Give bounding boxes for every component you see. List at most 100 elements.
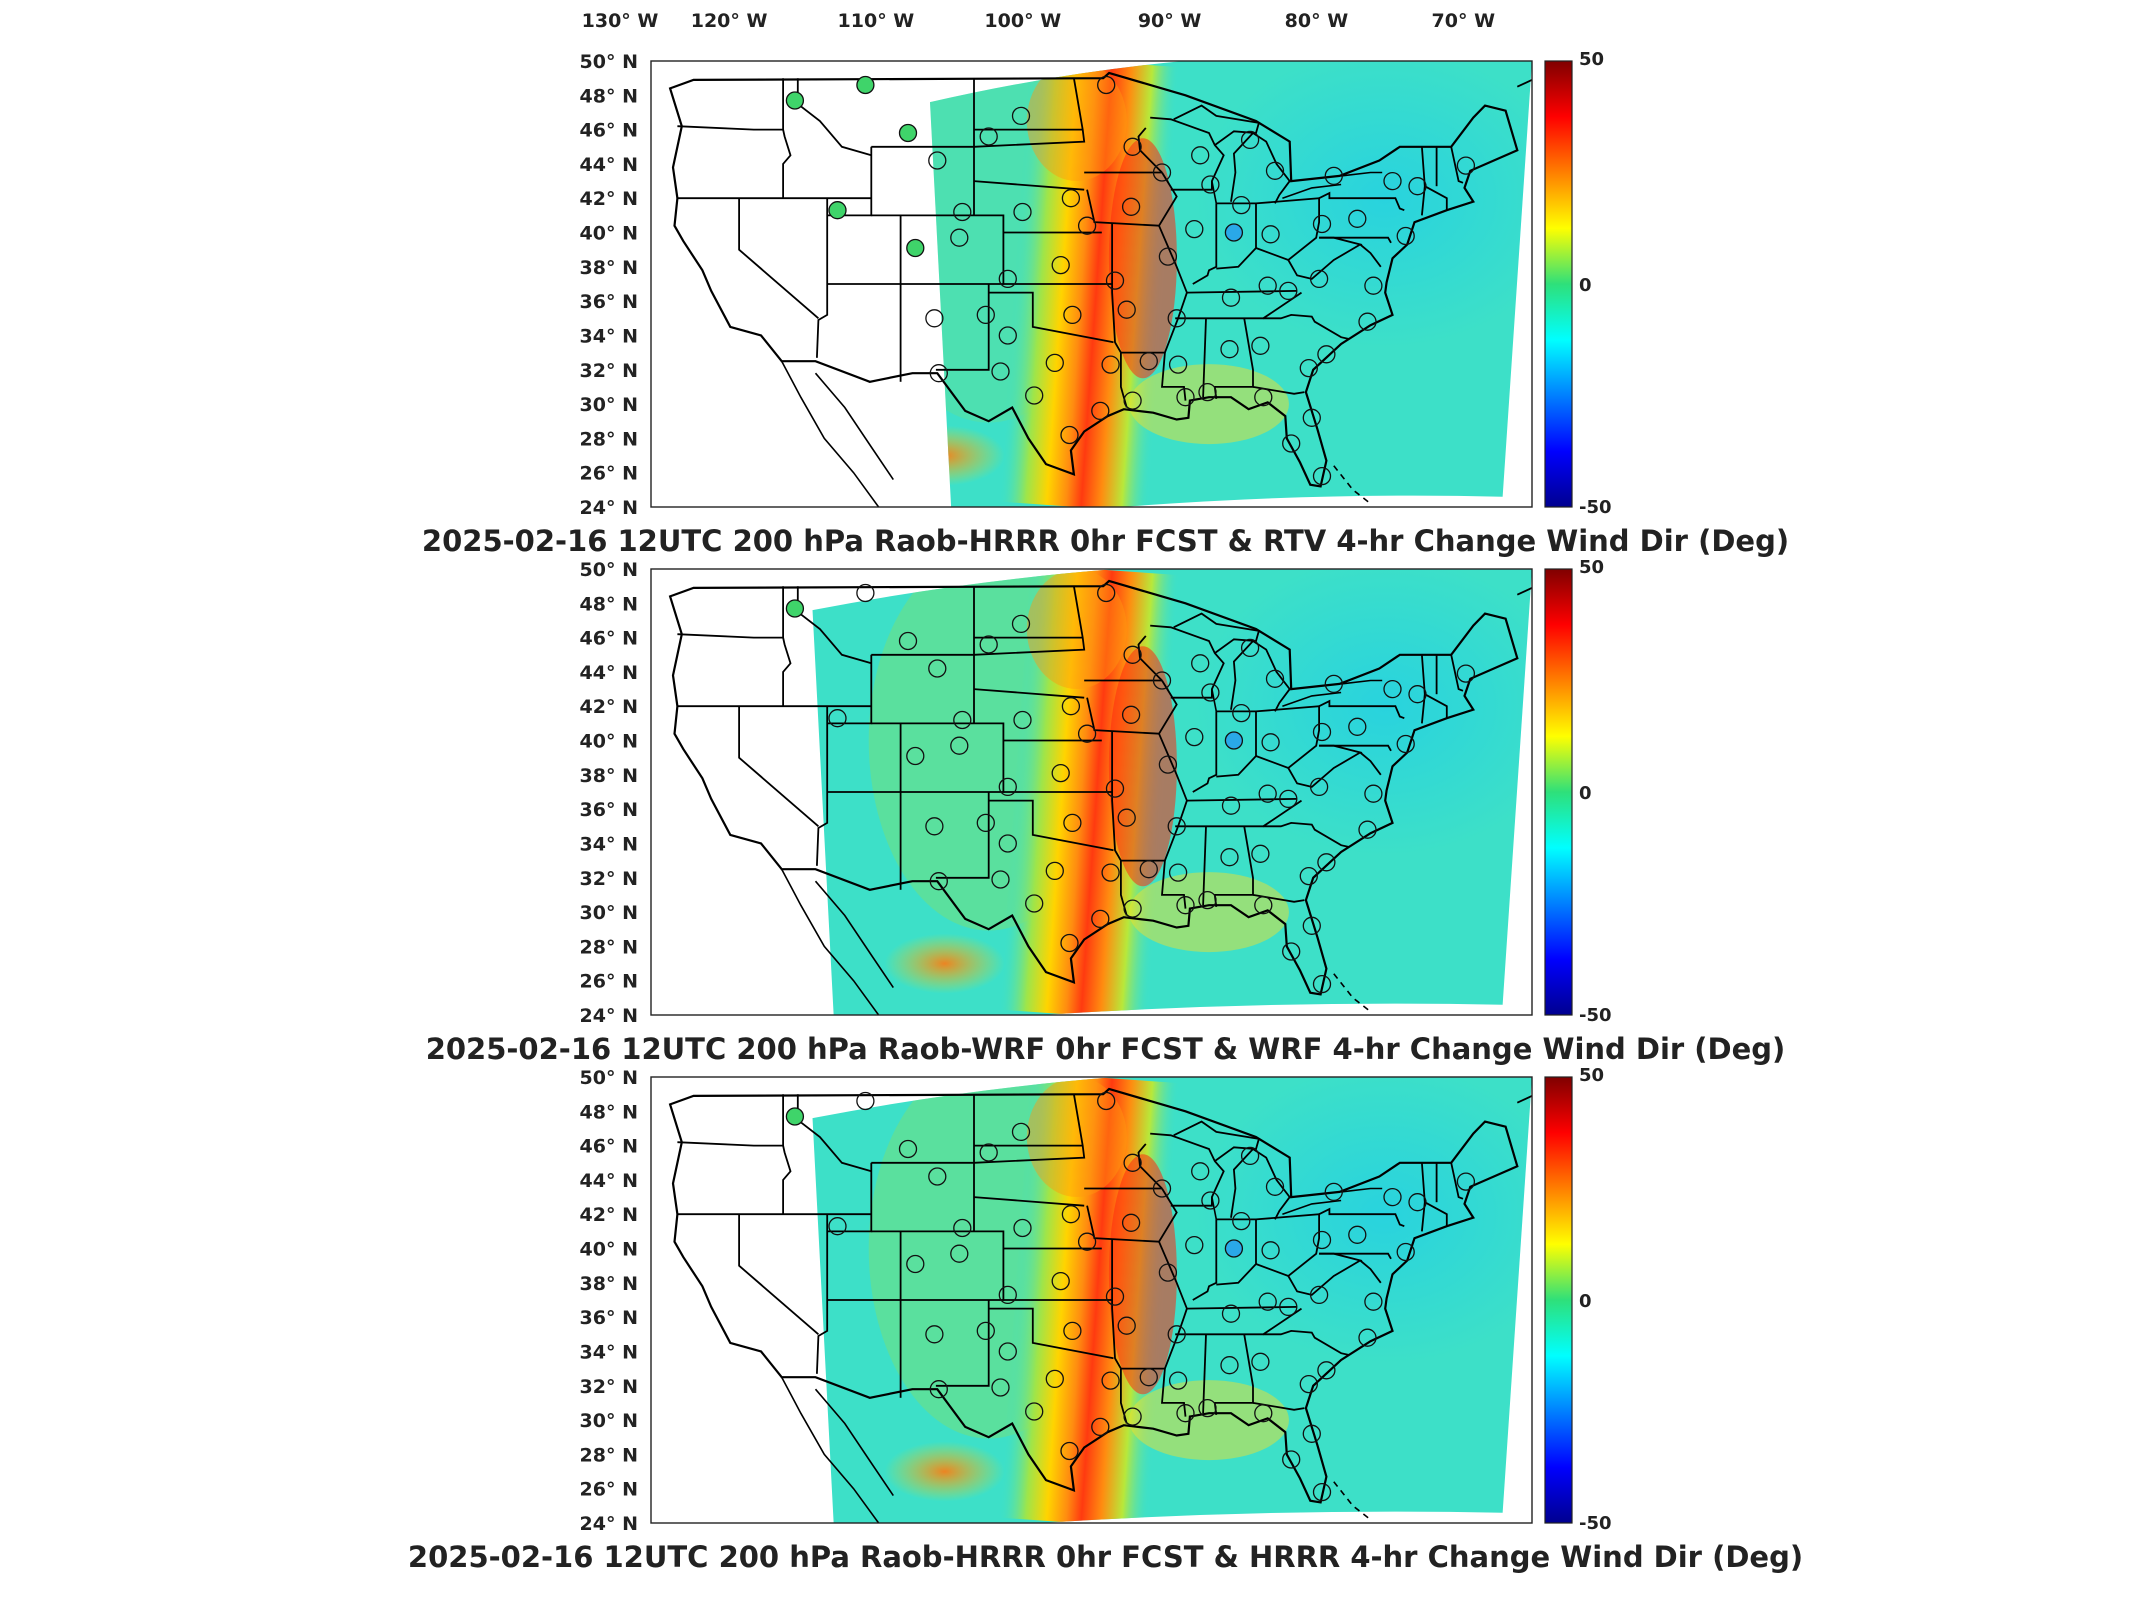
latitude-tick-label: 30° N [580, 902, 638, 924]
latitude-tick-label: 40° N [580, 1239, 638, 1261]
raob-station-marker [1279, 1297, 1298, 1317]
state-line [1318, 191, 1405, 212]
state-line [1450, 654, 1464, 692]
state-line [973, 180, 1085, 191]
raob-station-marker [1152, 163, 1172, 182]
raob-station-marker [1060, 425, 1079, 445]
raob-station-marker [1302, 1424, 1321, 1443]
raob-station-marker [991, 1378, 1010, 1397]
state-line [1175, 1307, 1303, 1336]
raob-station-marker [1025, 386, 1044, 405]
longitude-tick-label: 110° W [838, 10, 915, 32]
raob-station-marker [1221, 1304, 1241, 1323]
raob-station-marker [979, 1143, 998, 1162]
raob-station-marker [1176, 896, 1195, 915]
raob-station-marker [856, 75, 875, 95]
state-line [677, 125, 784, 131]
raob-station-marker [1045, 861, 1064, 881]
latitude-tick-label: 46° N [580, 120, 638, 142]
state-line [1255, 1213, 1320, 1278]
state-line [988, 291, 1114, 344]
latitude-tick-label: 50° N [580, 559, 638, 581]
raob-station-marker [1191, 654, 1210, 673]
raob-station-marker [1201, 175, 1220, 194]
raob-station-marker [1025, 894, 1044, 913]
state-line [1255, 705, 1320, 770]
raob-station-marker [925, 817, 944, 836]
state-line [738, 1214, 819, 1335]
raob-station-marker [1348, 717, 1367, 736]
latitude-tick-label: 34° N [580, 834, 638, 856]
state-line [1150, 624, 1225, 699]
state-line [782, 78, 792, 199]
baja-coast [780, 868, 880, 1015]
state-boundaries [668, 71, 1532, 507]
latitude-tick-label: 34° N [580, 1342, 638, 1364]
raob-station-marker [1198, 1398, 1217, 1418]
panel-title: 2025-02-16 12UTC 200 hPa Raob-HRRR 0hr F… [408, 1540, 1803, 1574]
state-line [1359, 1259, 1382, 1284]
coast-line [1341, 1187, 1383, 1193]
raob-station-marker [1251, 1352, 1270, 1371]
colorbar-scale [1544, 60, 1573, 508]
latitude-tick-label: 50° N [580, 1067, 638, 1089]
latitude-tick-label: 38° N [580, 1273, 638, 1295]
raob-station-marker [1097, 75, 1116, 95]
raob-station-marker [1221, 288, 1241, 307]
raob-station-marker [1139, 1368, 1158, 1387]
raob-station-marker [1261, 733, 1280, 752]
raob-station-marker [1317, 853, 1336, 872]
raob-station-marker [1121, 705, 1141, 724]
raob-station-marker [1312, 974, 1332, 994]
raob-station-marker [979, 635, 998, 654]
raob-station-marker [1282, 942, 1301, 961]
raob-station-marker [953, 202, 972, 222]
raob-station-marker [1254, 1404, 1273, 1423]
raob-station-marker [1201, 683, 1220, 702]
us-outline [668, 579, 1519, 996]
state-line [816, 198, 829, 358]
raob-station-marker [953, 1218, 972, 1238]
raob-station-marker [785, 1107, 805, 1126]
state-line [782, 1094, 792, 1215]
raob-station-marker [898, 123, 918, 143]
state-line [988, 1307, 1114, 1360]
raob-station-marker [1168, 863, 1188, 882]
raob-station-marker [1191, 1162, 1210, 1181]
raob-station-marker [1302, 408, 1321, 427]
latitude-tick-label: 32° N [580, 360, 638, 382]
state-line [1424, 693, 1448, 719]
raob-station-marker [898, 631, 918, 651]
panel-title: 2025-02-16 12UTC 200 hPa Raob-WRF 0hr FC… [426, 1032, 1786, 1066]
state-line [1120, 860, 1128, 916]
longitude-axis-labels: 130° W 120° W 110° W 100° W 90° W 80° W 70° W [582, 10, 1495, 32]
raob-station-marker [979, 127, 998, 146]
raob-station-marker [1309, 1285, 1329, 1305]
map-frame [650, 60, 1533, 508]
latitude-tick-label: 42° N [580, 1204, 638, 1226]
raob-station-marker [1101, 1371, 1120, 1390]
latitude-tick-label: 38° N [580, 765, 638, 787]
colorbar-mid-label: 0 [1579, 275, 1592, 296]
canada-coast [1516, 78, 1532, 88]
raob-station-marker [1221, 796, 1241, 815]
latitude-axis-labels: 50° N 48° N 46° N 44° N 42° N 40° N 38° N 36° N… [580, 559, 638, 1027]
panel-title: 2025-02-16 12UTC 200 hPa Raob-HRRR 0hr F… [422, 524, 1789, 558]
raob-station-marker [828, 1217, 847, 1236]
raob-station-marker [1282, 434, 1301, 453]
map-panel-raob-wrf: 50° N 48° N 46° N 44° N 42° N 40° N 38° N 36° N… [426, 557, 1786, 1066]
latitude-tick-label: 24° N [580, 1005, 638, 1027]
state-line [1175, 291, 1303, 320]
raob-station-marker [1167, 1325, 1186, 1344]
state-line [1230, 1147, 1291, 1220]
raob-station-marker [1077, 216, 1097, 235]
colorbar: 50 0 -50 [1544, 49, 1612, 518]
raob-station-marker [1105, 1287, 1125, 1306]
latitude-tick-label: 24° N [580, 1513, 638, 1535]
us-outline [668, 71, 1519, 488]
raob-station-marker [1317, 345, 1336, 364]
raob-station-marker [998, 1285, 1017, 1305]
raob-station-marker [1317, 1361, 1336, 1380]
raob-station-marker [1383, 679, 1402, 699]
